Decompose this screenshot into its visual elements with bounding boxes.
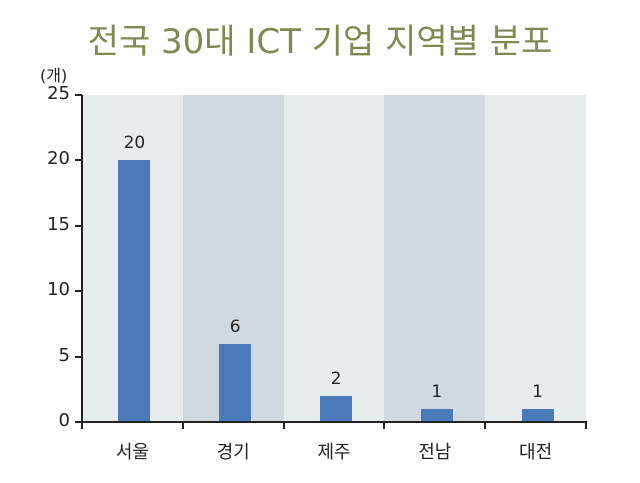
y-tick-label: 5 [58, 344, 70, 366]
y-tick-label: 0 [58, 410, 70, 431]
y-tick-label: 25 [47, 83, 70, 104]
category-band [384, 95, 486, 422]
value-label: 6 [229, 316, 241, 337]
x-axis-line [81, 421, 587, 423]
bar-대전 [521, 408, 554, 422]
y-tick-mark [75, 159, 82, 162]
bar-서울 [118, 160, 151, 422]
value-label: 20 [123, 133, 146, 154]
y-tick-mark [75, 290, 82, 293]
y-tick-label: 20 [47, 148, 70, 170]
bar-전남 [420, 408, 453, 422]
x-tick-label: 대전 [519, 442, 553, 463]
value-label: 2 [330, 368, 342, 389]
x-tick-mark [81, 422, 83, 429]
bar-제주 [320, 395, 352, 422]
x-tick-label: 전남 [418, 442, 452, 463]
value-label: 1 [431, 381, 443, 402]
x-tick-mark [383, 422, 386, 429]
y-tick-mark [75, 224, 82, 227]
y-tick-mark [75, 421, 82, 423]
y-axis-unit-label: (개) [40, 66, 68, 85]
bar-경기 [219, 343, 252, 422]
x-tick-label: 제주 [317, 442, 351, 463]
y-tick-label: 15 [47, 213, 70, 235]
y-tick-label: 10 [47, 279, 70, 301]
plot-area: 20 6 2 1 1 [82, 95, 586, 422]
x-tick-mark [282, 422, 285, 429]
x-tick-mark [484, 422, 487, 429]
y-axis-line [81, 95, 83, 424]
x-tick-label: 서울 [115, 442, 149, 463]
category-band [485, 95, 586, 422]
x-tick-label: 경기 [216, 442, 250, 463]
chart-title: 전국 30대 ICT 기업 지역별 분포 [87, 22, 553, 62]
x-tick-mark [585, 422, 587, 429]
x-tick-mark [181, 422, 184, 429]
y-tick-mark [75, 94, 82, 96]
value-label: 1 [532, 381, 543, 402]
category-band [283, 95, 385, 422]
y-tick-mark [75, 355, 82, 358]
